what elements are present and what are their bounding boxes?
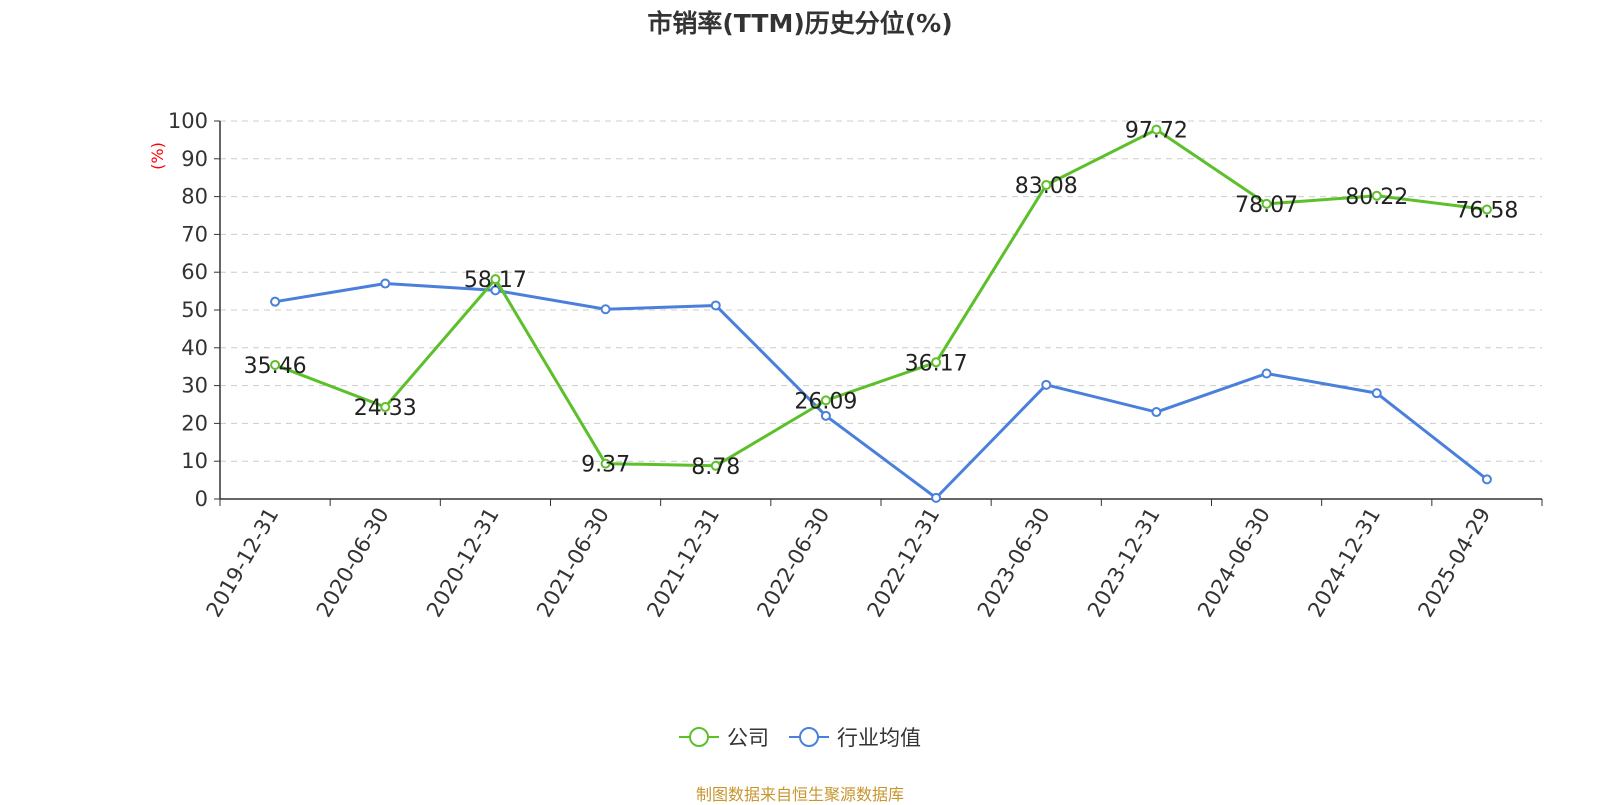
y-tick-label: 20: [181, 411, 208, 435]
x-tick-label: 2024-12-31: [1303, 504, 1385, 622]
data-label: 78.07: [1235, 193, 1298, 218]
data-point-company: [1041, 179, 1052, 190]
data-point-industry: [380, 278, 391, 289]
data-point-industry: [1261, 368, 1272, 379]
x-tick-label: 2025-04-29: [1413, 504, 1495, 622]
data-point-company: [1261, 198, 1272, 209]
x-tick-label: 2022-06-30: [752, 504, 834, 622]
data-labels: 35.46 24.33 58.17 9.37 8.78 26.09 36.17 83.08 97…: [244, 119, 1519, 480]
legend-label-industry: 行业均值: [837, 726, 921, 750]
data-label: 24.33: [354, 396, 417, 421]
x-tick-label: 2020-12-31: [422, 503, 504, 621]
y-tick-label: 90: [181, 147, 208, 171]
x-tick-label: 2019-12-31: [202, 504, 284, 622]
series-lines: [270, 124, 1492, 503]
axes: 0 10 20 30 40 50 60 70 80 90 100(%) 2019-12-31 2020-…: [148, 109, 1543, 622]
x-tick-label: 2023-06-30: [973, 504, 1055, 622]
data-point-company: [1481, 204, 1492, 215]
y-tick-label: 60: [181, 260, 208, 284]
y-tick-label: 50: [181, 298, 208, 322]
data-label: 9.37: [581, 453, 630, 478]
legend: 公司 行业均值: [0, 722, 1600, 752]
legend-industry-marker-icon: [789, 727, 829, 747]
x-tick-label: 2021-12-31: [642, 504, 724, 622]
data-point-industry: [710, 300, 721, 311]
data-label: 58.17: [464, 268, 527, 293]
grid-lines: [220, 120, 1542, 462]
data-point-company: [710, 460, 721, 471]
data-point-company: [380, 402, 391, 413]
data-point-industry: [1481, 474, 1492, 485]
data-point-company: [931, 357, 942, 368]
y-tick-label: 80: [181, 185, 208, 209]
legend-item-company[interactable]: 公司: [679, 722, 769, 752]
data-label: 35.46: [244, 354, 307, 379]
x-tick-label: 2021-06-30: [532, 504, 614, 622]
x-tick-label: 2022-12-31: [863, 503, 945, 621]
data-point-industry: [600, 304, 611, 315]
data-label: 76.58: [1455, 199, 1518, 224]
x-tick-label: 2023-12-31: [1083, 504, 1165, 622]
data-point-company: [820, 395, 831, 406]
y-tick-label: 10: [181, 449, 208, 473]
y-tick-label: 0: [195, 487, 208, 511]
chart-title: 市销率(TTM)历史分位(%): [647, 9, 953, 38]
series-line-company: [274, 128, 1488, 468]
data-label: 26.09: [794, 389, 857, 414]
y-tick-label: 100: [168, 109, 208, 133]
data-point-company: [270, 359, 281, 370]
data-point-industry: [490, 285, 501, 296]
data-label: 80.22: [1345, 185, 1408, 210]
data-point-industry: [1151, 407, 1162, 418]
legend-label-company: 公司: [727, 726, 769, 750]
y-axis-label: (%): [148, 142, 167, 170]
y-tick-label: 70: [181, 222, 208, 246]
line-chart: 0 10 20 30 40 50 60 70 80 90 100(%) 2019-12-31 2020-…: [148, 109, 1543, 622]
series-line-industry: [274, 282, 1488, 500]
source-footer: 制图数据来自恒生聚源数据库: [695, 785, 904, 804]
data-point-industry: [820, 410, 831, 421]
data-label: 97.72: [1125, 119, 1188, 144]
data-point-company: [600, 458, 611, 469]
data-label: 83.08: [1015, 174, 1078, 199]
data-point-company: [1371, 190, 1382, 201]
y-tick-label: 30: [181, 374, 208, 398]
data-point-industry: [1041, 379, 1052, 390]
x-tick-label: 2024-06-30: [1193, 504, 1275, 622]
data-point-industry: [1371, 388, 1382, 399]
data-point-company: [1151, 124, 1162, 135]
y-tick-label: 40: [181, 336, 208, 360]
x-tick-label: 2020-06-30: [312, 504, 394, 622]
data-point-company: [490, 274, 501, 285]
legend-item-industry[interactable]: 行业均值: [789, 722, 921, 752]
data-label: 36.17: [905, 351, 968, 376]
legend-company-marker-icon: [679, 727, 719, 747]
data-point-industry: [931, 492, 942, 503]
data-label: 8.78: [691, 455, 740, 480]
data-point-industry: [270, 296, 281, 307]
